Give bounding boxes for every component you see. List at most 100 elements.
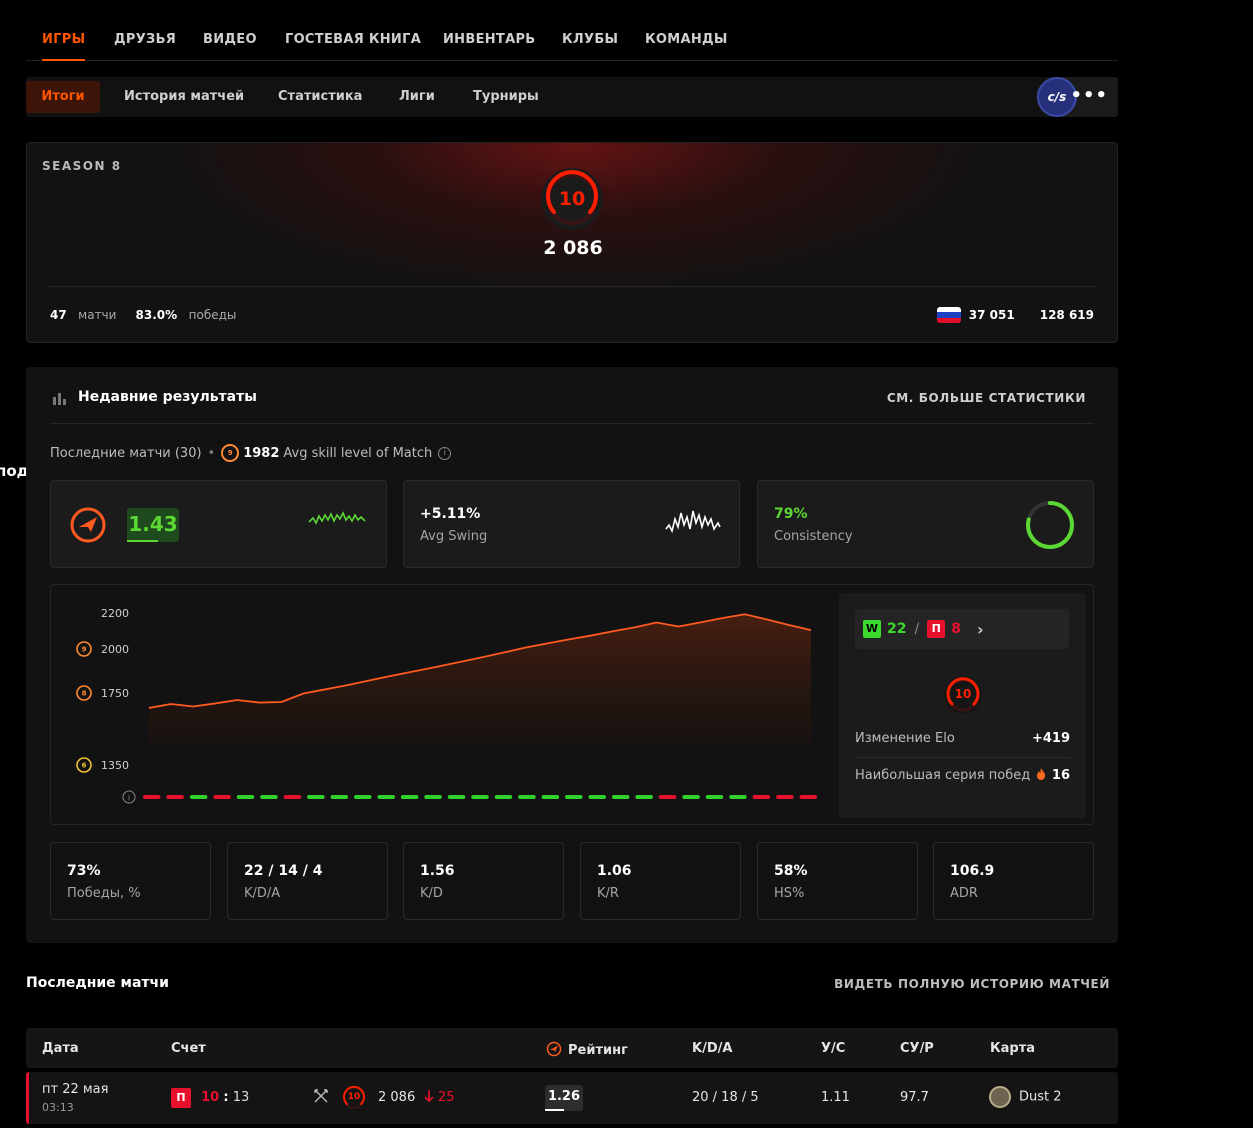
consistency-value: 79% (774, 506, 808, 522)
see-more-stats-link[interactable]: СМ. БОЛЬШЕ СТАТИСТИКИ (886, 391, 1086, 405)
chart-info-icon-glyph: i (128, 794, 130, 803)
subtab-statistics[interactable]: Статистика (278, 89, 363, 104)
avg-skill-value: 1982 (243, 445, 280, 461)
match-time: 03:13 (42, 1101, 74, 1114)
result-win-mark[interactable] (611, 795, 630, 799)
result-loss-mark[interactable] (752, 795, 771, 799)
season-label: SEASON 8 (42, 159, 122, 173)
rating-kpi-card[interactable]: 1.43 (50, 480, 387, 568)
winrate-label: победы (188, 308, 237, 322)
result-win-mark[interactable] (729, 795, 747, 799)
result-loss-mark[interactable] (213, 795, 231, 799)
result-win-mark[interactable] (424, 795, 442, 799)
result-win-mark[interactable] (705, 795, 724, 799)
tab-video[interactable]: ВИДЕО (203, 32, 257, 47)
elo-area (149, 614, 811, 745)
subtab-summary[interactable]: Итоги (26, 81, 100, 113)
avg-skill-label: Avg skill level of Match (283, 445, 433, 461)
tab-games[interactable]: ИГРЫ (42, 32, 86, 61)
stat-card: 73% Победы, % (50, 842, 211, 920)
chart-info-icon[interactable]: i (122, 790, 136, 804)
stat-kda-label: K/D/A (244, 886, 281, 901)
result-win-mark[interactable] (330, 795, 349, 799)
result-win-mark[interactable] (588, 795, 606, 799)
score-separator: : (223, 1090, 229, 1105)
result-win-mark[interactable] (307, 795, 325, 799)
crossed-swords-icon (314, 1089, 328, 1103)
divider (50, 423, 1094, 424)
table-row[interactable]: пт 22 мая 03:13 П 10 : 13 10 2 086 25 1.… (26, 1072, 1118, 1124)
side-level-ring-icon (944, 676, 982, 714)
subtab-leagues[interactable]: Лиги (399, 89, 435, 104)
last-matches-title: Последние матчи (26, 975, 169, 991)
subtab-match-history[interactable]: История матчей (124, 89, 245, 104)
result-win-mark[interactable] (400, 795, 419, 799)
result-win-mark[interactable] (471, 795, 489, 799)
result-loss-mark[interactable] (166, 795, 184, 799)
swing-sparkline-icon (665, 510, 721, 534)
top-nav: ИГРЫ ДРУЗЬЯ ВИДЕО ГОСТЕВАЯ КНИГА ИНВЕНТА… (26, 22, 1118, 61)
result-loss-mark[interactable] (658, 795, 677, 799)
tab-inventory[interactable]: ИНВЕНТАРЬ (443, 32, 536, 47)
rating-icon (70, 507, 106, 543)
stat-card: 22 / 14 / 4 K/D/A (227, 842, 388, 920)
tab-guestbook[interactable]: ГОСТЕВАЯ КНИГА (285, 32, 422, 47)
more-icon[interactable]: ••• (1070, 85, 1108, 106)
russia-flag-icon[interactable] (936, 307, 961, 323)
stat-kr-label: K/R (597, 886, 619, 901)
result-loss-mark[interactable] (799, 795, 817, 799)
tab-friends[interactable]: ДРУЗЬЯ (114, 32, 177, 47)
consistency-kpi-card[interactable]: 79% Consistency (757, 480, 1094, 568)
avg-level-badge-icon: 9 (221, 444, 240, 462)
stat-winrate-value: 73% (67, 863, 101, 879)
avg-swing-value: +5.11% (420, 506, 481, 522)
col-map: Карта (990, 1041, 1036, 1056)
match-elo: 2 086 (378, 1090, 416, 1105)
cs2-logo-icon[interactable]: c/s (1037, 77, 1077, 117)
result-win-mark[interactable] (635, 795, 653, 799)
col-rating: Рейтинг (546, 1041, 628, 1058)
result-win-mark[interactable] (565, 795, 583, 799)
info-icon[interactable]: i (438, 446, 452, 460)
stat-adr-value: 106.9 (950, 863, 995, 879)
y-level-badge-number: 6 (82, 762, 87, 770)
result-win-mark[interactable] (377, 795, 395, 799)
subtab-tournaments[interactable]: Турниры (473, 89, 539, 104)
win-loss-summary[interactable]: W 22 / П 8 › (855, 609, 1069, 649)
result-win-mark[interactable] (354, 795, 372, 799)
y-level-badge: 6 (76, 757, 92, 773)
elo-value: 2 086 (543, 237, 603, 259)
match-score: П 10 : 13 (171, 1088, 249, 1108)
win-streak-row: Наибольшая серия побед 16 (855, 768, 1070, 783)
result-loss-mark[interactable] (143, 795, 161, 799)
y-level-badge: 8 (76, 685, 92, 701)
side-level-badge: 10 (943, 675, 983, 715)
tab-clubs[interactable]: КЛУБЫ (562, 32, 619, 47)
result-win-mark[interactable] (236, 795, 255, 799)
result-win-mark[interactable] (541, 795, 560, 799)
game-selector[interactable]: c/s ••• (1036, 77, 1118, 117)
result-loss-mark[interactable] (776, 795, 794, 799)
country-rank[interactable]: 37 051 (968, 308, 1015, 322)
result-win-mark[interactable] (518, 795, 536, 799)
avg-swing-kpi-card[interactable]: +5.11% Avg Swing (403, 480, 740, 568)
losses-count: 8 (951, 621, 961, 637)
stat-hs-label: HS% (774, 886, 805, 901)
full-history-link[interactable]: ВИДЕТЬ ПОЛНУЮ ИСТОРИЮ МАТЧЕЙ (834, 977, 1110, 991)
chevron-right-icon[interactable]: › (976, 619, 984, 639)
avg-swing-label: Avg Swing (420, 529, 488, 544)
match-map: Dust 2 (989, 1086, 1062, 1108)
result-win-mark[interactable] (260, 795, 278, 799)
result-win-mark[interactable] (189, 795, 208, 799)
result-win-mark[interactable] (447, 795, 466, 799)
result-win-mark[interactable] (682, 795, 700, 799)
stat-kr-value: 1.06 (597, 863, 632, 879)
season-card: SEASON 8 10 2 086 47 матчи 83.0% победы … (26, 142, 1118, 343)
match-ks: 1.11 (821, 1090, 850, 1105)
stat-card: 1.56 K/D (403, 842, 564, 920)
tab-teams[interactable]: КОМАНДЫ (645, 32, 728, 47)
result-loss-mark[interactable] (283, 795, 302, 799)
match-kda: 20 / 18 / 5 (692, 1090, 759, 1105)
result-win-mark[interactable] (494, 795, 513, 799)
global-rank[interactable]: 128 619 (1039, 308, 1094, 322)
